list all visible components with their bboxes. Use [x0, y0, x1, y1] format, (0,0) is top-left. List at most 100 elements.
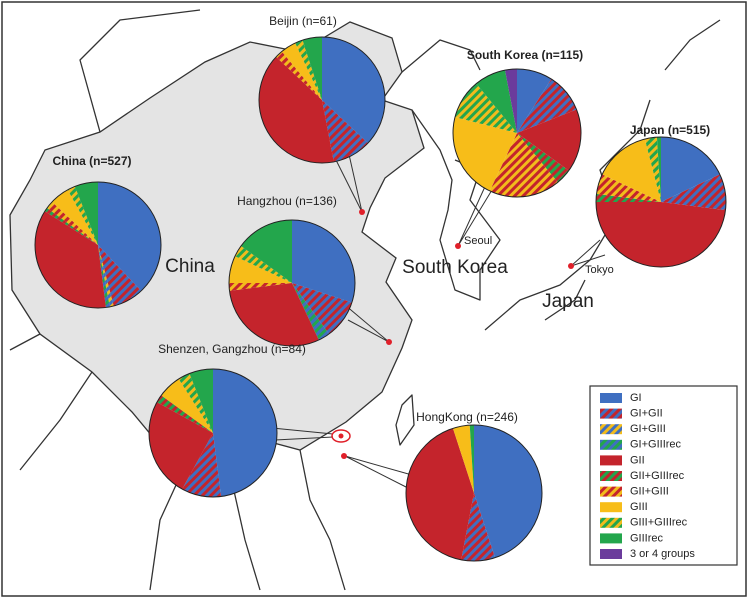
legend-swatch — [600, 517, 622, 528]
pie-slice — [452, 425, 474, 493]
legend-swatch — [600, 439, 622, 450]
pie-slice — [295, 40, 322, 100]
leader-line — [457, 179, 496, 247]
pie-slice — [149, 402, 213, 490]
pie-slice — [52, 189, 98, 245]
pie-slice — [596, 193, 661, 202]
legend-swatch — [600, 424, 622, 435]
pie-slice — [505, 69, 517, 133]
leader-line — [271, 427, 334, 441]
border — [9, 9, 501, 591]
pie-slice — [213, 369, 277, 497]
city-dot — [341, 453, 347, 459]
city-dot — [386, 339, 392, 345]
legend-label: GI+GII — [630, 408, 663, 420]
legend-label: GIII+GIIIrec — [630, 517, 688, 529]
city-label: Tokyo — [585, 264, 614, 276]
pie-slice — [596, 202, 726, 268]
city-dot — [338, 433, 344, 439]
pie-title: China (n=527) — [52, 154, 131, 168]
city-dot — [359, 209, 365, 215]
pie-slice — [476, 70, 517, 133]
pie-slice — [517, 69, 552, 133]
legend-swatch — [600, 393, 622, 403]
legend-label: GII — [630, 454, 645, 466]
pie-slice — [406, 428, 474, 560]
pie-slice — [259, 56, 334, 163]
pie-slice — [229, 283, 292, 291]
pie: Beijin (n=61) — [258, 14, 386, 164]
legend-label: GI+GIII — [630, 423, 666, 435]
pie-outline — [148, 368, 278, 498]
pie-title: Shenzen, Gangzhou (n=84) — [158, 342, 306, 356]
city-dot — [568, 263, 574, 269]
pie-slice — [161, 378, 213, 433]
legend-swatch — [600, 408, 622, 419]
pie-slice — [461, 493, 496, 561]
pie-title: Beijin (n=61) — [269, 14, 337, 28]
pie-slice — [98, 245, 142, 307]
pie: China (n=527) — [34, 154, 162, 309]
pie-slice — [322, 37, 385, 144]
city-ring — [331, 429, 351, 443]
pie-slice — [661, 174, 726, 211]
legend-label: GII+GIII — [630, 486, 669, 498]
city-label: Seoul — [464, 235, 492, 247]
pie-outline — [258, 36, 386, 164]
pies: Beijin (n=61) South Korea (n=115) Japan (n… — [34, 14, 727, 562]
pie-slice — [292, 220, 355, 303]
pie-slice — [74, 182, 98, 245]
pie-slice — [156, 395, 213, 433]
pie-outline — [34, 181, 162, 309]
pie: HongKong (n=246) — [405, 410, 543, 562]
pie-slice — [229, 283, 319, 346]
pie-slice — [67, 186, 98, 245]
pie-slice — [292, 283, 352, 334]
leader-line — [344, 455, 413, 489]
pie-slice — [182, 433, 222, 497]
pie-outline — [228, 219, 356, 347]
legend-swatch — [600, 502, 622, 513]
pie-title: South Korea (n=115) — [467, 48, 583, 62]
taiwan-coast — [395, 394, 415, 446]
pie-slice — [234, 245, 292, 283]
legend: GI GI+GII GI+GIII GI+GIIIrec GII GII+GIIIrec G… — [589, 385, 738, 566]
pie-outline — [405, 424, 543, 562]
legend-swatch — [600, 471, 622, 481]
pie-slice — [276, 51, 322, 100]
pie-slice — [644, 137, 661, 202]
pie: Hangzhou (n=136) — [228, 194, 356, 347]
legend-label: GI — [630, 392, 642, 404]
legend-label: GII+GIIIrec — [630, 470, 685, 482]
legend-label: 3 or 4 groups — [630, 548, 695, 560]
pie-slice — [489, 133, 558, 197]
city-dot — [455, 243, 461, 249]
pie-slice — [517, 133, 569, 183]
leader-line — [570, 239, 606, 267]
pie-slice — [98, 245, 110, 308]
pie-slice — [178, 373, 213, 433]
legend-swatch — [600, 549, 622, 559]
pie: Japan (n=515) — [595, 123, 727, 268]
country-label: Japan — [542, 291, 594, 312]
pie-slice — [34, 211, 106, 309]
legend-label: GIII — [630, 501, 648, 513]
pie-slice — [44, 207, 98, 245]
pie-slice — [474, 425, 542, 558]
pie-slice — [292, 283, 330, 341]
pie-slice — [596, 174, 661, 202]
legend-label: GIIIrec — [630, 532, 664, 544]
pie-slice — [47, 201, 98, 245]
pie: South Korea (n=115) — [452, 48, 583, 198]
pie-slice — [322, 100, 368, 162]
pie-slice — [469, 425, 474, 493]
pie-slice — [98, 182, 162, 291]
pie-slice — [302, 37, 322, 100]
legend-label: GI+GIIIrec — [630, 439, 682, 451]
pie-slice — [517, 109, 581, 171]
pie-title: Japan (n=515) — [630, 123, 710, 137]
pie-title: Hangzhou (n=136) — [237, 194, 337, 208]
pie-slice — [229, 256, 292, 283]
